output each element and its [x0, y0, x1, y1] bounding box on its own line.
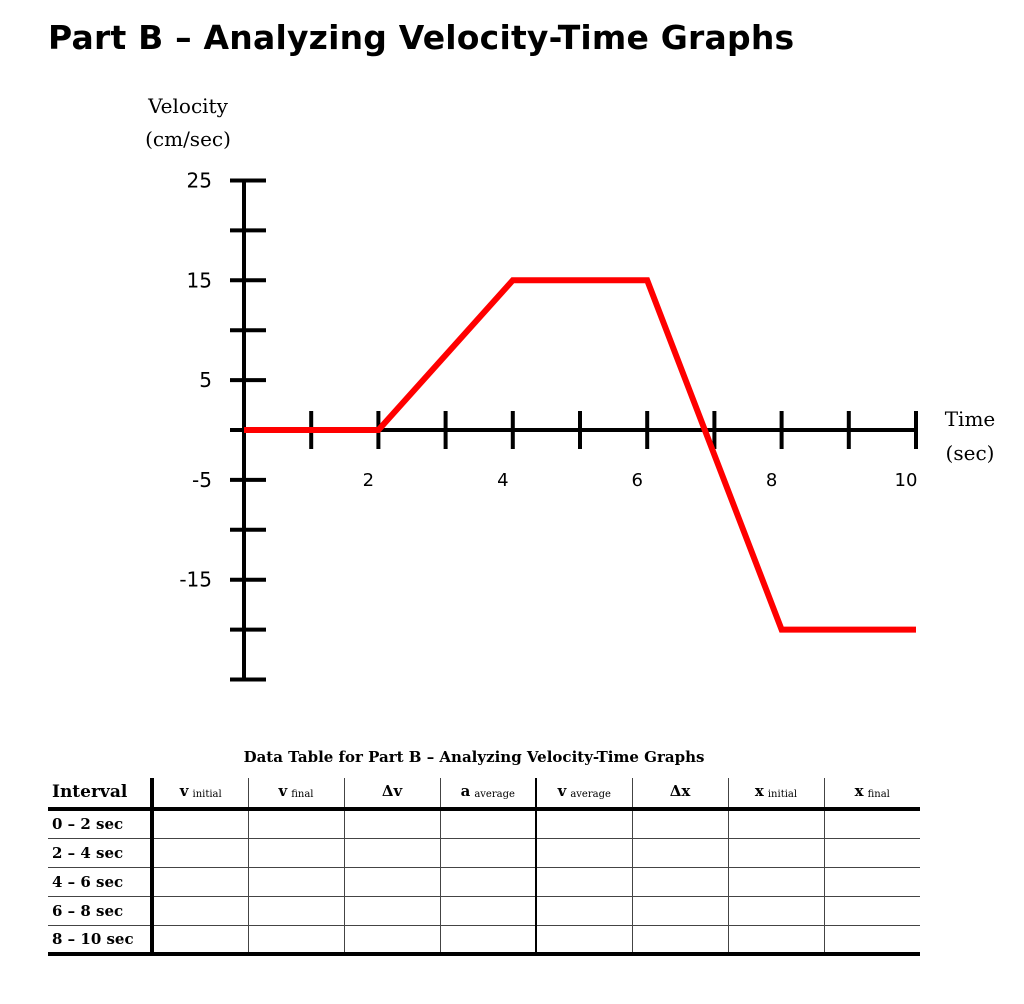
blank-cell [151, 808, 249, 839]
blank-cell [631, 808, 729, 839]
header-main: v [557, 782, 567, 800]
blank-cell [631, 837, 729, 868]
y-tick-label: -15 [179, 568, 212, 592]
blank-cell [631, 924, 729, 956]
blank-cell [247, 924, 345, 956]
x-axis-label-line1: Time [945, 407, 996, 431]
y-tick-label: 25 [187, 169, 212, 193]
header-main: v [179, 782, 189, 800]
header-main: x [754, 782, 764, 800]
blank-cell [151, 924, 249, 956]
y-axis-label-line2: (cm/sec) [145, 127, 231, 151]
blank-cell [823, 924, 920, 956]
blank-cell [535, 808, 633, 839]
blank-cell [151, 895, 249, 926]
interval-cell: 2 – 4 sec [48, 837, 154, 868]
data-table: Interval v initial v final Δv a average v average… [48, 778, 920, 956]
table-header-cell: x initial [727, 778, 825, 811]
table-row: 4 – 6 sec [48, 866, 920, 897]
blank-cell [727, 808, 825, 839]
blank-cell [247, 808, 345, 839]
blank-cell [727, 866, 825, 897]
blank-cell [631, 866, 729, 897]
interval-cell: 6 – 8 sec [48, 895, 154, 926]
blank-cell [439, 924, 537, 956]
blank-cell [247, 866, 345, 897]
interval-cell: 4 – 6 sec [48, 866, 154, 897]
blank-cell [823, 808, 920, 839]
blank-cell [343, 866, 441, 897]
velocity-line [244, 277, 916, 633]
blank-cell [439, 808, 537, 839]
table-header-cell: v final [247, 778, 345, 811]
table-header-cell: v initial [151, 778, 249, 811]
x-tick-label: 8 [766, 470, 777, 491]
header-subscript: final [867, 789, 890, 800]
header-main: x [854, 782, 864, 800]
header-main: Δv [381, 782, 403, 800]
header-main: Δx [669, 782, 691, 800]
blank-cell [343, 808, 441, 839]
blank-cell [727, 924, 825, 956]
table-header-cell: x final [823, 778, 920, 811]
table-row: 6 – 8 sec [48, 895, 920, 926]
header-subscript: initial [192, 789, 222, 800]
blank-cell [439, 895, 537, 926]
blank-cell [151, 837, 249, 868]
x-tick-label: 2 [363, 470, 374, 491]
blank-cell [823, 837, 920, 868]
header-main: Interval [52, 782, 128, 802]
x-tick-label: 10 [895, 470, 918, 491]
header-main: v [278, 782, 288, 800]
blank-cell [631, 895, 729, 926]
blank-cell [247, 837, 345, 868]
header-subscript: average [474, 789, 515, 800]
y-tick-label: 5 [199, 368, 212, 392]
blank-cell [535, 866, 633, 897]
interval-cell: 0 – 2 sec [48, 808, 154, 839]
header-subscript: final [291, 789, 314, 800]
header-subscript: initial [767, 789, 798, 800]
table-title: Data Table for Part B – Analyzing Veloci… [243, 748, 705, 766]
x-tick-label: 6 [631, 470, 642, 491]
table-row: 8 – 10 sec [48, 924, 920, 956]
table-row: 0 – 2 sec [48, 808, 920, 839]
blank-cell [727, 895, 825, 926]
x-tick-label: 4 [497, 470, 508, 491]
blank-cell [151, 866, 249, 897]
blank-cell [247, 895, 345, 926]
header-main: a [460, 782, 471, 800]
table-row: 2 – 4 sec [48, 837, 920, 868]
table-header-cell: a average [439, 778, 537, 811]
interval-cell: 8 – 10 sec [48, 924, 154, 956]
y-tick-label: -5 [192, 468, 212, 492]
blank-cell [343, 924, 441, 956]
blank-cell [823, 895, 920, 926]
blank-cell [535, 837, 633, 868]
y-tick-label: 15 [187, 268, 212, 292]
blank-cell [439, 866, 537, 897]
table-header-cell: v average [535, 778, 633, 811]
blank-cell [343, 895, 441, 926]
y-axis-label-line1: Velocity [147, 94, 229, 118]
table-header-cell: Interval [48, 778, 154, 811]
table-header-cell: Δx [631, 778, 729, 811]
page-title: Part B – Analyzing Velocity-Time Graphs [48, 18, 795, 57]
header-subscript: average [570, 789, 611, 800]
blank-cell [823, 866, 920, 897]
blank-cell [439, 837, 537, 868]
velocity-time-graph: Velocity (cm/sec) Time (sec) 25 15 5 -5 -15 2… [145, 94, 996, 682]
x-axis-label-line2: (sec) [946, 441, 995, 465]
table-header-cell: Δv [343, 778, 441, 811]
blank-cell [343, 837, 441, 868]
blank-cell [727, 837, 825, 868]
blank-cell [535, 924, 633, 956]
blank-cell [535, 895, 633, 926]
